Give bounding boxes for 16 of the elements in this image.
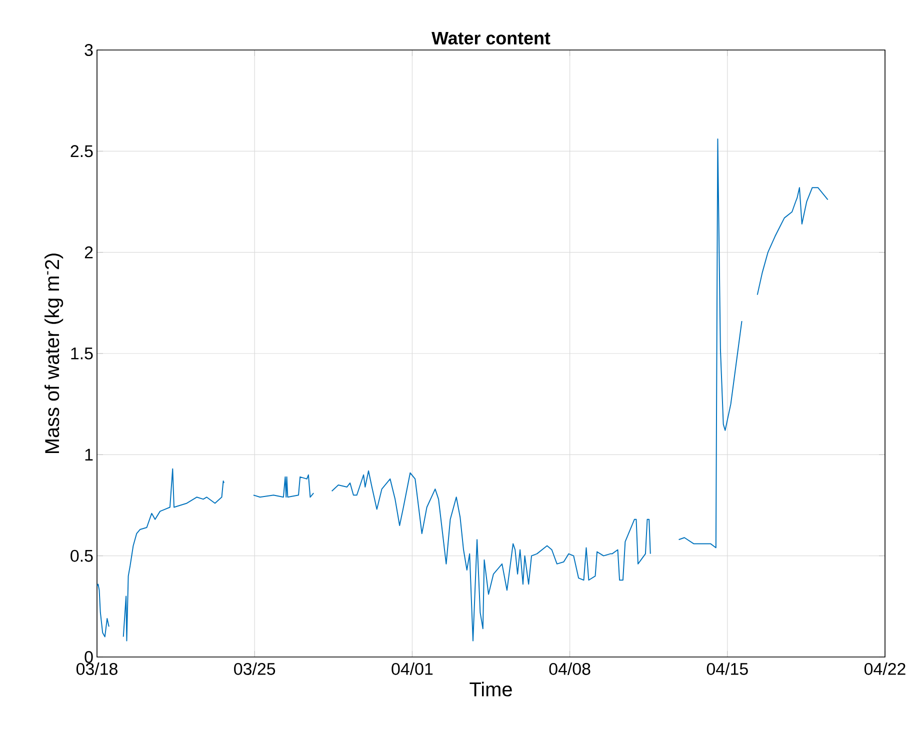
- y-tick-label: 1.5: [71, 348, 93, 360]
- x-tick-label: 04/08: [549, 662, 590, 675]
- y-tick-label: 0: [84, 651, 93, 663]
- y-tick-label: 2: [84, 246, 93, 258]
- y-tick-label: 2.5: [70, 145, 93, 158]
- x-tick-label: 03/25: [234, 662, 276, 675]
- x-tick-label: 04/15: [706, 662, 748, 675]
- y-tick-label: 0.5: [70, 550, 93, 562]
- y-tick-label: 1: [85, 448, 93, 460]
- x-tick-label: 03/18: [76, 662, 118, 675]
- y-tick-label: 3: [84, 44, 93, 56]
- y-axis-title: Mass of water (kg m$^{-}$2): [44, 254, 64, 453]
- chart-title: Water content: [432, 32, 550, 44]
- x-tick-label: 04/22: [864, 662, 906, 675]
- x-tick-label: 04/01: [392, 662, 433, 675]
- x-axis-title: Time: [470, 682, 512, 696]
